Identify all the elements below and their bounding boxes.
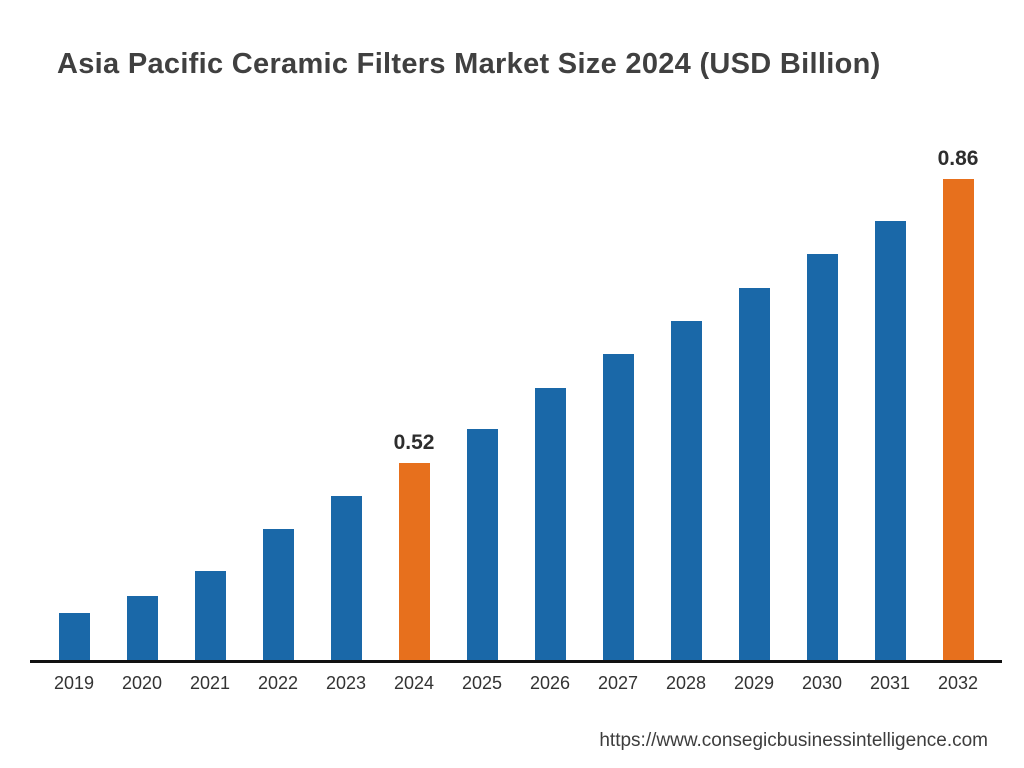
- bar: [126, 596, 158, 660]
- bar-column: [244, 529, 312, 660]
- chart-title: Asia Pacific Ceramic Filters Market Size…: [57, 48, 881, 80]
- bar-column: [448, 429, 516, 660]
- x-axis-label: 2026: [529, 673, 571, 693]
- bar: [806, 254, 838, 660]
- bar-value-label: 0.86: [937, 147, 979, 170]
- source-url: https://www.consegicbusinessintelligence…: [599, 730, 988, 751]
- x-axis-label: 2023: [325, 673, 367, 693]
- x-axis-label: 2025: [461, 673, 503, 693]
- bar: [466, 429, 498, 660]
- bar: [58, 613, 90, 660]
- bar: [194, 571, 226, 660]
- bar: [262, 529, 294, 660]
- bar: [874, 221, 906, 660]
- bar-column: [40, 613, 108, 660]
- x-axis-label: 2030: [801, 673, 843, 693]
- bar-column: 0.52: [380, 431, 448, 660]
- bar: [670, 321, 702, 660]
- plot-area: 0.52 0.86: [30, 110, 1002, 660]
- x-axis-label: 2029: [733, 673, 775, 693]
- bar: [534, 388, 566, 660]
- x-axis-label: 2032: [937, 673, 979, 693]
- x-axis-label: 2031: [869, 673, 911, 693]
- bar-column: [108, 596, 176, 660]
- bar-column: [856, 221, 924, 660]
- x-axis-label: 2019: [53, 673, 95, 693]
- x-axis-line: [30, 660, 1002, 663]
- x-axis-label: 2028: [665, 673, 707, 693]
- bar-column: [176, 571, 244, 660]
- bar-highlight: [398, 463, 430, 660]
- x-axis-label: 2021: [189, 673, 231, 693]
- bar: [738, 288, 770, 660]
- bar: [602, 354, 634, 660]
- bar-column: [788, 254, 856, 660]
- bar-column: [652, 321, 720, 660]
- bar-column: [720, 288, 788, 660]
- bar-column: [312, 496, 380, 660]
- x-axis-labels: 2019 2020 2021 2022 2023 2024 2025 2026 2027 2028…: [30, 673, 1002, 694]
- x-axis-label: 2024: [393, 673, 435, 693]
- bar-column: [516, 388, 584, 660]
- bar: [330, 496, 362, 660]
- bar-value-label: 0.52: [393, 431, 435, 454]
- x-axis-label: 2020: [121, 673, 163, 693]
- bar-column: 0.86: [924, 147, 992, 660]
- bar-highlight: [942, 179, 974, 660]
- bar-column: [584, 354, 652, 660]
- x-axis-label: 2022: [257, 673, 299, 693]
- x-axis-label: 2027: [597, 673, 639, 693]
- bar-chart: 0.52 0.86 2019 2020 2021 2022 2023 2024 2025 202…: [30, 110, 1002, 694]
